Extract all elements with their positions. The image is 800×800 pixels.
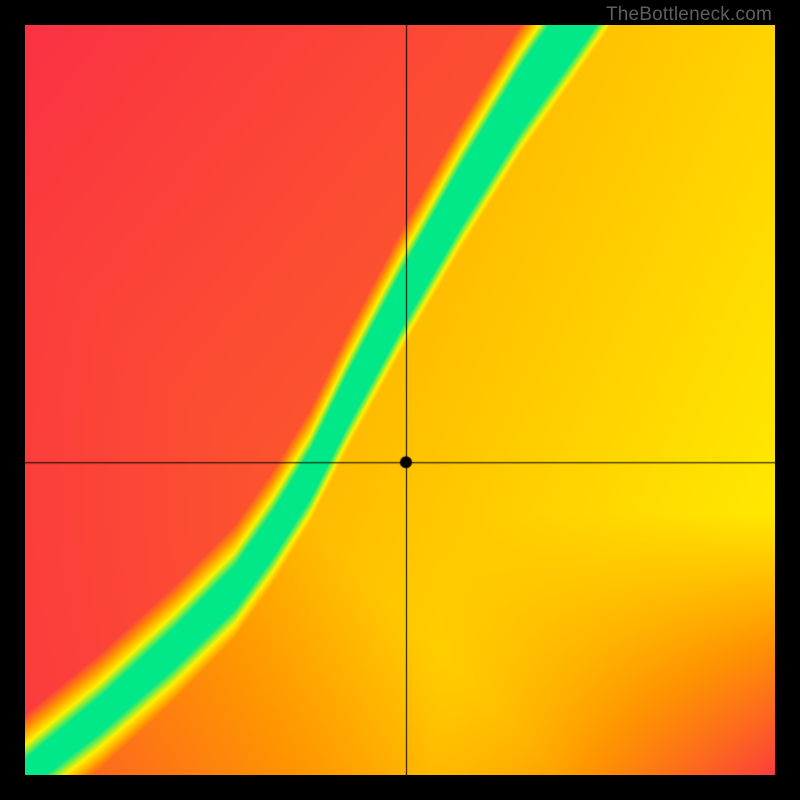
watermark-text: TheBottleneck.com xyxy=(606,4,772,26)
heatmap-canvas xyxy=(25,25,775,775)
heatmap-container xyxy=(25,25,775,775)
